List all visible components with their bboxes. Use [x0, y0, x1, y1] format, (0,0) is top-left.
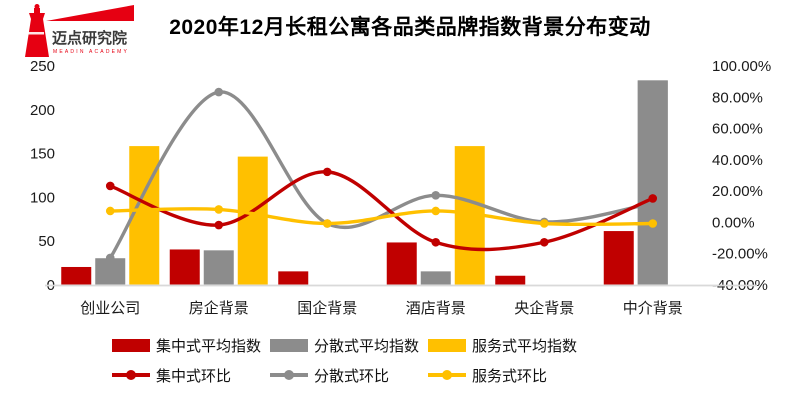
- bar-分散式平均指数: [95, 258, 126, 285]
- legend-item-decentralized-mom: 分散式环比: [270, 364, 428, 386]
- svg-text:60.00%: 60.00%: [712, 121, 763, 138]
- line-分散式环比: [105, 87, 658, 263]
- legend-swatch-centralized-index: [112, 338, 150, 352]
- svg-text:250: 250: [30, 58, 55, 75]
- legend-item-centralized-index: 集中式平均指数: [112, 334, 270, 356]
- legend-label: 集中式环比: [156, 367, 232, 385]
- chart-title: 2020年12月长租公寓各品类品牌指数背景分布变动: [169, 16, 651, 39]
- bar-集中式平均指数: [386, 242, 417, 285]
- bar-分散式平均指数: [203, 250, 234, 285]
- svg-text:酒店背景: 酒店背景: [406, 300, 466, 317]
- legend-item-centralized-mom: 集中式环比: [112, 364, 270, 386]
- legend-label: 服务式环比: [472, 367, 548, 385]
- svg-text:创业公司: 创业公司: [80, 300, 140, 317]
- svg-text:80.00%: 80.00%: [712, 89, 763, 106]
- lighthouse-icon: 迈点研究院 MEADIN ACADEMY: [25, 4, 134, 57]
- legend-label: 分散式平均指数: [314, 337, 420, 355]
- legend-item-serviced-index: 服务式平均指数: [428, 334, 598, 356]
- svg-text:-20.00%: -20.00%: [712, 246, 768, 263]
- svg-text:50: 50: [38, 233, 55, 250]
- legend-item-serviced-mom: 服务式环比: [428, 364, 598, 386]
- bar-集中式平均指数: [278, 271, 309, 285]
- legend-swatch-decentralized-index: [270, 338, 308, 352]
- bar-服务式平均指数: [237, 156, 268, 285]
- meadin-logo: 迈点研究院 MEADIN ACADEMY: [22, 2, 152, 60]
- legend-label: 分散式环比: [314, 367, 390, 385]
- legend-swatch-serviced-index: [428, 338, 466, 352]
- logo-subtitle: MEADIN ACADEMY: [53, 49, 129, 55]
- bar-集中式平均指数: [603, 231, 634, 285]
- svg-text:央企背景: 央企背景: [514, 299, 574, 317]
- svg-text:150: 150: [30, 146, 55, 163]
- svg-text:20.00%: 20.00%: [712, 183, 763, 200]
- bar-集中式平均指数: [61, 266, 92, 285]
- legend-item-decentralized-index: 分散式平均指数: [270, 334, 428, 356]
- bar-分散式平均指数: [637, 80, 668, 285]
- bar-集中式平均指数: [169, 249, 200, 285]
- legend-swatch-centralized-mom: [112, 364, 150, 386]
- bar-分散式平均指数: [420, 271, 451, 285]
- chart-legend: 集中式平均指数 分散式平均指数 服务式平均指数 集中式环比 分散式环比 服务式环…: [112, 334, 598, 386]
- x-axis-labels: 创业公司 房企背景 国企背景 酒店背景 央企背景 中介背景: [80, 299, 683, 317]
- right-axis-labels: 100.00% 80.00% 60.00% 40.00% 20.00% 0.00% -20.…: [712, 58, 771, 294]
- legend-label: 服务式平均指数: [472, 337, 578, 355]
- legend-swatch-decentralized-mom: [270, 364, 308, 386]
- svg-text:中介背景: 中介背景: [623, 300, 683, 317]
- line-集中式环比: [105, 167, 658, 252]
- svg-text:200: 200: [30, 102, 55, 119]
- svg-text:100: 100: [30, 189, 55, 206]
- svg-text:0.00%: 0.00%: [712, 214, 755, 231]
- svg-text:房企背景: 房企背景: [189, 299, 249, 317]
- svg-text:国企背景: 国企背景: [297, 299, 357, 317]
- line-服务式环比: [105, 205, 658, 228]
- legend-swatch-serviced-mom: [428, 364, 466, 386]
- bar-series: [61, 80, 668, 285]
- legend-label: 集中式平均指数: [156, 337, 262, 355]
- svg-text:100.00%: 100.00%: [712, 58, 771, 75]
- bar-集中式平均指数: [495, 275, 526, 285]
- logo-name: 迈点研究院: [52, 29, 127, 47]
- svg-text:40.00%: 40.00%: [712, 152, 763, 169]
